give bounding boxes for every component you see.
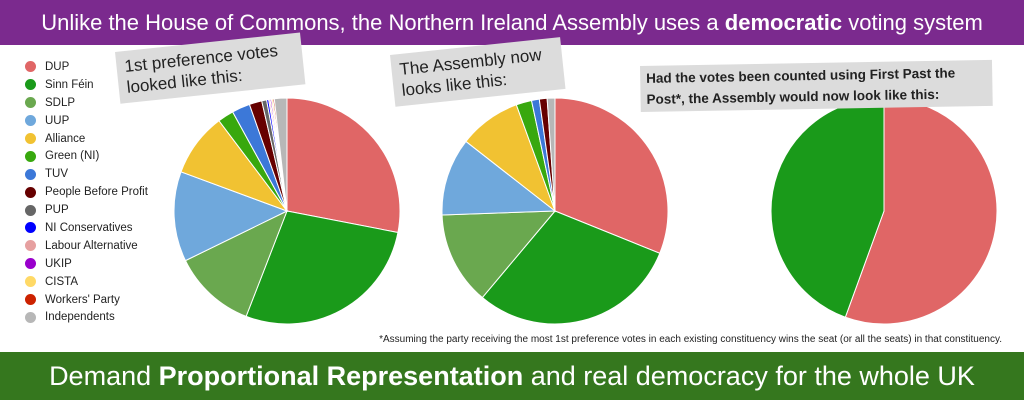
legend-item: DUP <box>25 58 148 76</box>
legend-item: TUV <box>25 165 148 183</box>
pie-charts <box>173 97 998 325</box>
legend-item: Independents <box>25 308 148 326</box>
pie-slice <box>441 140 557 216</box>
legend-swatch <box>25 79 36 91</box>
legend-label: DUP <box>45 60 70 73</box>
legend-item: Labour Alternative <box>25 237 148 255</box>
legend-label: Green (NI) <box>45 150 100 163</box>
top-banner-text-start: Unlike the House of Commons, the Norther… <box>41 9 719 35</box>
legend-label: Workers' Party <box>45 293 120 306</box>
legend-label: UUP <box>45 114 70 127</box>
pie-slice <box>184 209 288 318</box>
legend-swatch <box>25 97 36 109</box>
pie-slice <box>844 97 998 325</box>
legend-item: NI Conservatives <box>25 219 148 237</box>
pie-chart-1 <box>173 97 401 325</box>
pie-slice <box>546 97 556 212</box>
legend-item: Sinn Féin <box>25 76 148 94</box>
callout-first-past-the-post: Had the votes been counted using First P… <box>640 59 993 112</box>
legend-label: People Before Profit <box>45 186 148 199</box>
pie-slice <box>441 210 557 299</box>
pie-slice <box>554 97 669 254</box>
legend-item: UUP <box>25 112 148 130</box>
legend-swatch <box>25 222 36 234</box>
pie-slice <box>273 97 288 212</box>
pie-slice <box>481 210 661 325</box>
legend-item: CISTA <box>25 273 148 291</box>
legend-item: People Before Profit <box>25 183 148 201</box>
pie-slice <box>286 97 401 234</box>
legend-swatch <box>25 168 36 180</box>
legend-swatch <box>25 186 36 198</box>
legend-label: Alliance <box>45 132 86 145</box>
legend-item: UKIP <box>25 255 148 273</box>
legend-label: Sinn Féin <box>45 78 94 91</box>
legend-label: SDLP <box>45 96 76 109</box>
legend-swatch <box>25 311 36 323</box>
bottom-banner-bold: Proportional Representation <box>158 360 524 391</box>
bottom-banner: Demand Proportional Representation and r… <box>0 352 1024 400</box>
top-banner: Unlike the House of Commons, the Norther… <box>0 0 1024 45</box>
legend-label: PUP <box>45 204 69 217</box>
legend-swatch <box>25 240 36 252</box>
legend-swatch <box>25 258 36 270</box>
top-banner-text-end: voting system <box>848 9 983 35</box>
legend-item: PUP <box>25 201 148 219</box>
pie-chart-2 <box>441 97 669 325</box>
legend-item: Alliance <box>25 130 148 148</box>
bottom-banner-text-start: Demand <box>49 360 152 391</box>
pie-slice <box>173 171 289 262</box>
legend-label: CISTA <box>45 275 79 288</box>
legend-item: Green (NI) <box>25 147 148 165</box>
legend-swatch <box>25 276 36 288</box>
legend-swatch <box>25 150 36 162</box>
legend-label: NI Conservatives <box>45 221 133 234</box>
pie-slice <box>245 210 399 325</box>
pie-chart-3 <box>770 97 998 325</box>
legend-swatch <box>25 61 36 73</box>
legend: DUP Sinn Féin SDLP UUP Alliance Green (NI) TUV… <box>25 58 148 326</box>
legend-label: Independents <box>45 311 115 324</box>
legend-swatch <box>25 133 36 144</box>
legend-swatch <box>25 294 36 306</box>
legend-item: Workers' Party <box>25 291 148 309</box>
top-banner-bold: democratic <box>724 9 843 35</box>
legend-item: SDLP <box>25 94 148 112</box>
legend-label: TUV <box>45 168 68 181</box>
bottom-banner-text-end: and real democracy for the whole UK <box>530 360 975 391</box>
legend-swatch <box>25 115 36 127</box>
legend-label: UKIP <box>45 257 72 270</box>
legend-swatch <box>25 204 36 216</box>
footnote: *Assuming the party receiving the most 1… <box>379 334 1002 345</box>
legend-label: Labour Alternative <box>45 239 138 252</box>
